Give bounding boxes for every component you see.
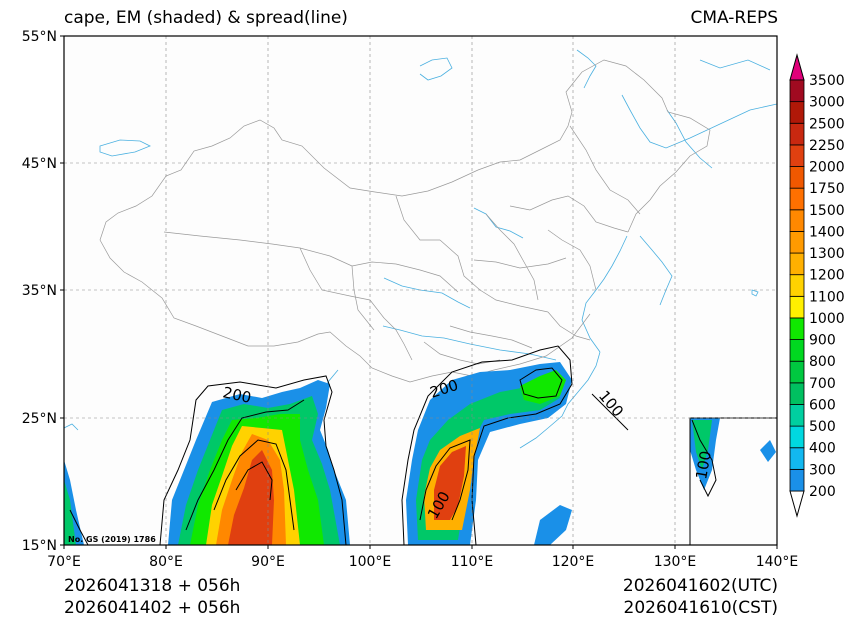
- colorbar-swatch: [789, 404, 805, 427]
- colorbar-label: 1200: [809, 268, 845, 284]
- axis-ticks: [60, 35, 778, 549]
- colorbar-label: 600: [809, 397, 836, 413]
- colorbar-swatch: [789, 231, 805, 254]
- valid-time-utc: 2026041602(UTC): [622, 576, 778, 596]
- colorbar-label: 3000: [809, 95, 845, 111]
- colorbar-swatch: [789, 144, 805, 167]
- gridlines: [64, 36, 777, 545]
- colorbar-swatch: [789, 252, 805, 276]
- valid-time-cst: 2026041610(CST): [623, 598, 778, 618]
- colorbar-label: 300: [809, 462, 836, 478]
- colorbar-swatch: [789, 468, 805, 492]
- map-title: cape, EM (shaded) & spread(line): [64, 8, 348, 28]
- admin-borders: [99, 59, 711, 383]
- colorbar-label: 700: [809, 376, 836, 392]
- colorbar-swatch: [789, 447, 805, 470]
- contour-label: 200: [221, 383, 253, 407]
- spread-contours: [69, 345, 717, 545]
- colorbar-label: 1100: [809, 289, 845, 305]
- colorbar-label: 900: [809, 333, 836, 349]
- colorbar-swatch: [789, 317, 805, 340]
- colorbar-swatch: [789, 79, 805, 103]
- lon-label: 140°E: [756, 554, 799, 570]
- lon-label: 110°E: [451, 554, 494, 570]
- colorbar-swatch: [789, 425, 805, 449]
- lon-label: 120°E: [552, 554, 595, 570]
- colorbar-label: 2000: [809, 160, 845, 176]
- lon-label: 100°E: [349, 554, 392, 570]
- init-time-cst: 2026041402 + 056h: [64, 598, 241, 618]
- colorbar-label: 2250: [809, 138, 845, 154]
- lat-label: 55°N: [22, 29, 57, 45]
- colorbar-label: 2500: [809, 116, 845, 132]
- colorbar-label: 1750: [809, 181, 845, 197]
- colorbar-over-arrow: [789, 53, 805, 81]
- contour-label: 100: [692, 449, 715, 480]
- lat-label: 45°N: [22, 156, 57, 172]
- lat-label: 35°N: [22, 283, 57, 299]
- colorbar-swatch: [789, 339, 805, 362]
- colorbar-label: 500: [809, 419, 836, 435]
- colorbar-label: 1400: [809, 224, 845, 240]
- colorbar: 200 300 400 500 600 700 800 900 1000 1100 1200 1300…: [789, 53, 845, 518]
- colorbar-swatch: [789, 274, 805, 297]
- colorbar-swatch: [789, 382, 805, 405]
- colorbar-swatch: [789, 209, 805, 232]
- lon-label: 130°E: [654, 554, 697, 570]
- colorbar-label: 3500: [809, 73, 845, 89]
- colorbar-swatch: [789, 122, 805, 146]
- lon-label: 90°E: [251, 554, 285, 570]
- colorbar-swatch: [789, 360, 805, 384]
- model-name: CMA-REPS: [690, 8, 778, 28]
- colorbar-under-arrow: [789, 490, 805, 518]
- colorbar-swatch: [789, 166, 805, 189]
- lat-label: 25°N: [22, 411, 57, 427]
- lon-label: 80°E: [149, 554, 183, 570]
- colorbar-swatch: [789, 187, 805, 211]
- lat-label: 15°N: [22, 538, 57, 554]
- colorbar-label: 200: [809, 484, 836, 500]
- colorbar-label: 1000: [809, 311, 845, 327]
- colorbar-swatch: [789, 295, 805, 319]
- lon-label: 70°E: [47, 554, 81, 570]
- colorbar-swatch: [789, 101, 805, 124]
- colorbar-label: 800: [809, 354, 836, 370]
- cape-shading: [64, 362, 776, 545]
- init-time-utc: 2026041318 + 056h: [64, 576, 241, 596]
- colorbar-label: 400: [809, 441, 836, 457]
- colorbar-label: 1500: [809, 203, 845, 219]
- map-approval-number: No. GS (2019) 1786: [68, 535, 156, 544]
- colorbar-label: 1300: [809, 246, 845, 262]
